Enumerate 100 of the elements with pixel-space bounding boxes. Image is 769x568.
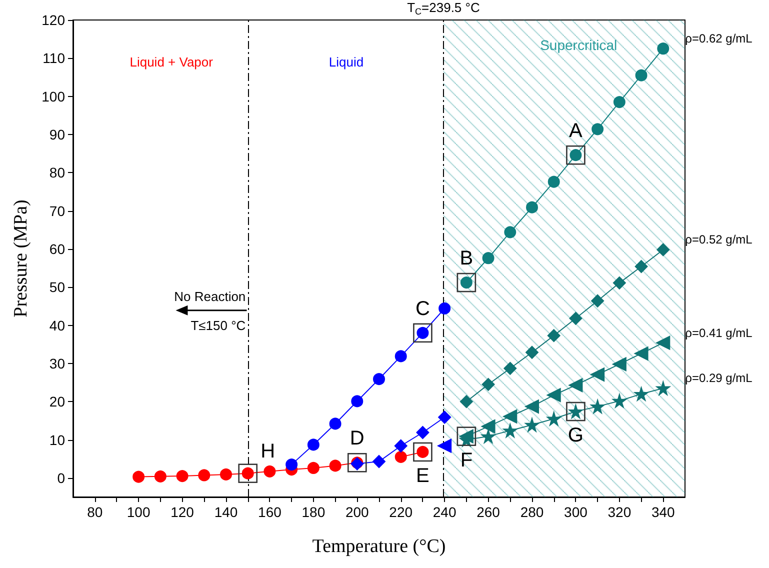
point [482,378,495,391]
point [634,260,648,274]
annotation: D [350,428,364,450]
annotation: A [569,120,584,142]
point [525,400,539,414]
band-label: Supercritical [540,37,618,53]
annotation: Liquid + Vapor [130,54,214,70]
point [547,329,560,342]
x-tick-label: 180 [302,504,326,520]
annotation: B [460,248,474,270]
point [307,462,320,474]
y-tick-label: 100 [42,88,66,104]
point [591,294,604,308]
point [482,252,494,264]
point [394,439,408,452]
x-tick-label: 280 [520,504,544,520]
x-tick-label: 340 [651,504,676,520]
point [504,362,517,375]
point [307,438,320,451]
point [460,395,473,408]
point [220,468,232,480]
x-tick-label: 260 [476,504,500,520]
point [504,226,516,238]
point [656,243,670,256]
y-tick-label: 70 [49,202,66,219]
y-tick-label: 0 [57,470,66,486]
point [634,346,648,361]
point [634,386,648,401]
annotation: E [416,464,430,487]
annotation: T≤150 °C [190,318,246,333]
point [286,458,298,471]
point [657,42,670,55]
annotation: H [260,440,276,462]
point [546,412,561,426]
x-tick-label: 200 [345,504,370,520]
point [372,455,386,468]
point [525,418,539,432]
point [590,400,605,414]
x-tick-label: 320 [608,504,632,520]
point [438,302,451,314]
point [264,465,276,478]
point [438,410,452,424]
annotation: No Reaction [174,289,246,304]
y-tick-label: 10 [49,432,66,448]
point [198,469,210,482]
point [612,276,626,290]
point [394,350,407,362]
y-tick-label: 30 [49,355,66,372]
x-tick-label: 80 [87,504,103,520]
y-tick-label: 80 [49,164,66,181]
y-tick-label: 20 [49,394,66,410]
point [394,450,407,463]
point [329,460,342,472]
point [569,312,582,325]
x-tick-label: 140 [214,504,238,520]
point [635,69,648,82]
point [548,176,560,188]
point [590,368,605,382]
point [373,373,385,386]
y-tick-label: 50 [49,279,66,296]
x-axis-title: Temperature (°C) [312,536,446,557]
point [503,424,518,438]
point [568,378,583,392]
point [132,470,145,483]
annotation: F [460,449,473,472]
y-axis-title: Pressure (MPa) [10,200,32,318]
point [546,388,561,402]
x-tick-label: 100 [126,504,150,520]
point [526,346,538,359]
point [481,429,496,444]
annotation: Liquid [328,54,364,70]
annotation: G [568,424,584,447]
point [154,470,166,482]
point [526,201,538,214]
point [592,123,604,136]
point [612,394,626,408]
y-tick-label: 110 [42,50,66,66]
point [351,395,364,408]
series-label: ρ=0.29 g/mL [685,371,753,386]
x-tick-label: 160 [258,504,282,520]
x-tick-label: 220 [389,504,413,520]
point [612,357,626,372]
annotation: C [415,298,430,320]
y-tick-label: 40 [49,317,66,334]
point [329,418,342,430]
x-tick-label: 300 [564,504,588,520]
series-label: ρ=0.62 g/mL [685,32,753,46]
point [503,409,518,424]
series-label: ρ=0.52 g/mL [685,232,753,247]
point [656,381,670,396]
point [481,419,496,434]
y-tick-label: 60 [49,240,66,257]
x-tick-label: 120 [170,504,194,520]
y-tick-label: 90 [49,126,66,142]
point [416,426,430,440]
y-tick-label: 120 [42,12,66,28]
point [438,438,452,453]
point [176,470,188,482]
point [656,336,670,350]
series-label: ρ=0.41 g/mL [685,326,753,340]
